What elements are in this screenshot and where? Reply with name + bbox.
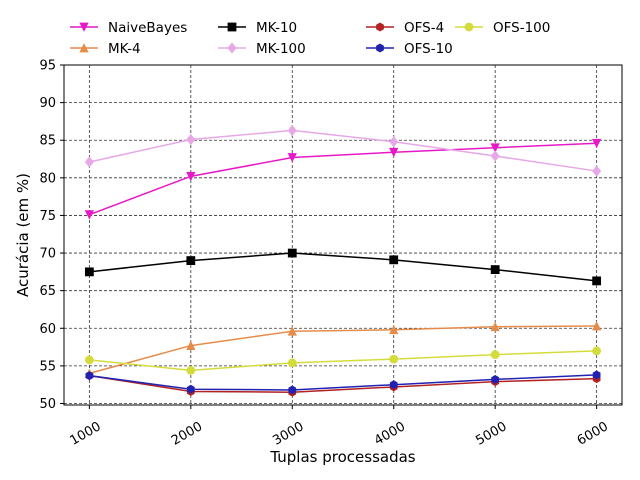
y-tick-label: 60: [39, 322, 56, 337]
data-point: [490, 265, 500, 275]
data-point: [591, 138, 602, 149]
data-point: [490, 143, 500, 153]
data-point: [389, 255, 399, 265]
legend-label: NaiveBayes: [108, 20, 187, 36]
y-axis-ticks: 50 55 60 65 70 75 80 85 90 95: [39, 59, 64, 412]
series-line: [89, 142, 597, 216]
x-tick-label: 5000: [473, 419, 509, 449]
series-naivebayes: [84, 138, 602, 220]
data-point: [389, 147, 399, 158]
x-tick-label: 3000: [270, 419, 306, 449]
data-point: [389, 136, 399, 148]
data-point: [186, 171, 196, 182]
y-tick-label: 70: [39, 247, 56, 262]
data-point: [85, 371, 94, 381]
series-line: [89, 325, 597, 375]
y-tick-label: 85: [39, 134, 56, 149]
data-point: [490, 150, 500, 162]
legend-marker: [227, 22, 237, 32]
x-tick-label: 1000: [68, 419, 104, 449]
data-point: [186, 340, 196, 350]
data-point: [186, 256, 196, 265]
data-point: [591, 321, 602, 331]
x-axis-label: Tuplas processadas: [269, 448, 415, 466]
y-tick-label: 65: [39, 284, 56, 299]
series-ofs-4: [85, 371, 601, 397]
series-line: [89, 252, 597, 282]
data-point: [287, 124, 297, 137]
data-point: [186, 133, 196, 146]
legend-marker: [227, 42, 237, 54]
legend-item: OFS-100: [455, 20, 550, 36]
legend-marker: [79, 22, 89, 32]
y-tick-label: 50: [39, 397, 56, 412]
plot-area-frame: [63, 64, 623, 406]
series-line: [89, 374, 597, 393]
data-point: [389, 324, 399, 335]
data-point: [84, 267, 94, 277]
data-point: [389, 380, 398, 390]
legend-label: OFS-4: [404, 20, 444, 36]
legend-label: MK-10: [256, 20, 297, 36]
data-point: [389, 354, 399, 364]
legend-item: OFS-4: [366, 20, 444, 36]
data-point: [287, 153, 297, 163]
legend-label: OFS-10: [404, 41, 453, 57]
data-point: [490, 350, 500, 360]
legend-marker: [376, 22, 384, 32]
x-tick-label: 4000: [372, 419, 408, 449]
data-point: [287, 358, 297, 368]
series-line: [89, 350, 597, 372]
data-point: [186, 365, 196, 375]
data-point: [592, 276, 602, 286]
data-point: [592, 165, 602, 177]
x-tick-label: 6000: [575, 419, 611, 449]
data-point: [490, 321, 500, 332]
data-point: [186, 384, 195, 394]
y-tick-label: 90: [39, 96, 56, 111]
series-lines: [84, 124, 602, 397]
data-point: [592, 370, 601, 380]
y-tick-label: 55: [39, 359, 56, 374]
x-tick-label: 2000: [169, 419, 205, 449]
series-mk-4: [84, 321, 602, 378]
legend-marker: [79, 43, 89, 53]
legend-item: MK-4: [70, 41, 141, 57]
grid-lines: [64, 64, 622, 405]
series-ofs-10: [85, 370, 601, 395]
series-ofs-100: [84, 346, 602, 375]
data-point: [287, 326, 297, 336]
data-point: [84, 156, 94, 168]
legend-marker: [376, 43, 384, 53]
legend-item: MK-10: [218, 20, 297, 36]
legend: NaiveBayes MK-4 MK-10 MK-100 OFS-4 OFS-10 OFS-…: [70, 20, 550, 57]
y-axis-label: Acurácia (em %): [14, 173, 32, 297]
series-line: [89, 374, 597, 391]
y-tick-label: 80: [39, 171, 56, 186]
legend-item: OFS-10: [366, 41, 453, 57]
legend-item: MK-100: [218, 41, 306, 57]
series-mk-100: [84, 124, 602, 177]
y-tick-label: 95: [39, 59, 56, 74]
legend-item: NaiveBayes: [70, 20, 187, 36]
series-line: [89, 129, 597, 172]
data-point: [592, 346, 602, 356]
data-point: [84, 210, 95, 220]
legend-marker: [464, 22, 474, 32]
data-point: [287, 248, 297, 258]
data-point: [84, 355, 94, 365]
y-tick-label: 75: [39, 209, 56, 224]
x-axis-ticks: 1000 2000 3000 4000 5000 6000: [68, 405, 611, 449]
series-mk-10: [84, 248, 602, 286]
legend-label: MK-100: [256, 41, 306, 57]
data-point: [288, 385, 297, 395]
legend-label: MK-4: [108, 41, 141, 57]
data-point: [491, 374, 500, 384]
legend-label: OFS-100: [493, 20, 550, 36]
